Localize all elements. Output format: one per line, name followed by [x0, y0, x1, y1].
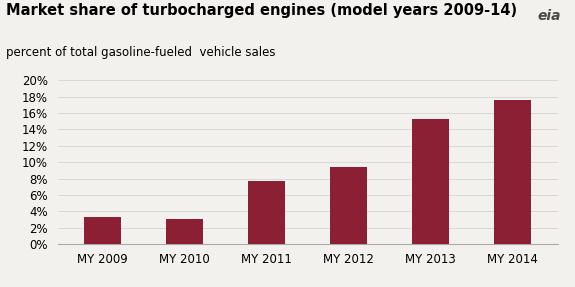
Bar: [494, 100, 531, 244]
Text: Market share of turbocharged engines (model years 2009-14): Market share of turbocharged engines (mo…: [6, 3, 517, 18]
Bar: [248, 181, 285, 244]
Bar: [166, 219, 203, 244]
Bar: [84, 217, 121, 244]
Text: eia: eia: [537, 9, 561, 23]
Text: percent of total gasoline-fueled  vehicle sales: percent of total gasoline-fueled vehicle…: [6, 46, 275, 59]
Bar: [412, 119, 449, 244]
Bar: [330, 167, 367, 244]
